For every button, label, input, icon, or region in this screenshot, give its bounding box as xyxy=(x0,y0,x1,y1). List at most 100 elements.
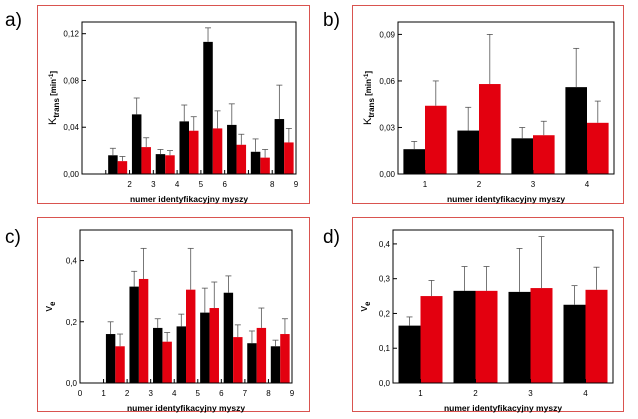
bar xyxy=(138,278,149,383)
bar xyxy=(425,105,447,174)
bar xyxy=(227,124,237,174)
y-axis-title: ve xyxy=(43,301,57,312)
bar xyxy=(200,312,210,383)
x-tick-label: 5 xyxy=(199,180,204,189)
bar xyxy=(153,327,163,383)
y-tick-label: 0,12 xyxy=(63,30,79,39)
bar xyxy=(108,155,118,174)
y-axis-title-close: ] xyxy=(364,71,373,74)
bar xyxy=(563,304,586,383)
y-tick-label: 0,06 xyxy=(379,77,395,86)
y-tick-label: 0,0 xyxy=(379,379,391,388)
bar xyxy=(115,346,125,383)
y-axis-title-main: K xyxy=(47,117,59,125)
y-axis-title-exponent: -1 xyxy=(364,73,370,79)
y-tick-label: 0,2 xyxy=(379,309,391,318)
x-tick-label: 4 xyxy=(175,180,180,189)
y-tick-label: 0,0 xyxy=(66,379,78,388)
x-tick-label: 2 xyxy=(125,389,130,398)
y-axis-title: Ktrans [min-1] xyxy=(47,71,61,125)
bar xyxy=(457,130,479,174)
y-tick-label: 0,09 xyxy=(379,30,395,39)
bar xyxy=(280,334,290,383)
y-axis-title-main: v xyxy=(358,305,370,311)
x-tick-label: 6 xyxy=(219,389,224,398)
x-tick-label: 2 xyxy=(127,180,132,189)
y-axis-title-subscript: e xyxy=(363,301,372,306)
x-axis-title: numer identyfikacyjny myszy xyxy=(130,194,248,204)
x-tick-label: 4 xyxy=(172,389,177,398)
x-tick-label: 1 xyxy=(423,180,428,189)
bar xyxy=(403,149,425,174)
bar xyxy=(420,296,443,383)
plot-group: 0,00 0,04 0,08 0,12 2 3 4 5 6 8 9 numer identyfikac… xyxy=(47,21,299,204)
bar xyxy=(250,151,261,174)
y-tick-label: 0,03 xyxy=(379,123,395,132)
bar xyxy=(508,291,531,383)
y-axis-title-close: ] xyxy=(49,71,58,74)
chart-panel-b: 0,00 0,03 0,06 0,09 1 2 3 4 numer identyfikacyjn… xyxy=(352,5,624,204)
bar xyxy=(105,334,116,383)
panel-label-c: c) xyxy=(5,227,21,248)
bar xyxy=(233,337,243,383)
bar xyxy=(155,154,166,174)
bar xyxy=(533,135,555,174)
bar xyxy=(223,292,234,383)
bar xyxy=(165,155,175,174)
bar xyxy=(209,308,219,383)
x-tick-label: 8 xyxy=(266,389,271,398)
y-tick-label: 0,2 xyxy=(66,318,78,327)
bar xyxy=(585,289,608,383)
x-tick-label: 4 xyxy=(585,180,590,189)
chart-d: 0,0 0,1 0,2 0,3 0,4 1 2 3 4 numer identyfikacyjny… xyxy=(358,229,614,413)
y-tick-label: 0,4 xyxy=(379,240,391,249)
bar xyxy=(247,343,257,383)
plot-group: 0,00 0,03 0,06 0,09 1 2 3 4 numer identyfikacyjn… xyxy=(362,21,615,204)
bar xyxy=(236,144,247,174)
bar xyxy=(270,346,281,383)
bar xyxy=(212,128,223,174)
bar xyxy=(162,341,172,383)
y-axis-title-subscript: e xyxy=(48,301,57,306)
plot-group: 0,0 0,2 0,4 0 1 2 3 4 5 6 7 8 9 numer identyfikacyjny… xyxy=(43,229,295,413)
x-axis-title: numer identyfikacyjny myszy xyxy=(444,403,562,413)
chart-c: 0,0 0,2 0,4 0 1 2 3 4 5 6 7 8 9 numer identyfikacyjny… xyxy=(43,229,295,413)
y-axis-title-main: K xyxy=(362,117,374,125)
y-tick-label: 0,3 xyxy=(379,275,391,284)
bar xyxy=(479,84,501,174)
bar xyxy=(176,326,186,383)
x-tick-label: 8 xyxy=(270,180,275,189)
x-tick-label: 4 xyxy=(583,389,588,398)
bar xyxy=(189,130,199,174)
x-tick-label: 9 xyxy=(294,180,299,189)
y-tick-label: 0,04 xyxy=(63,123,79,132)
panel-label-d: d) xyxy=(323,227,340,248)
y-axis-title-unit: [min xyxy=(364,79,373,98)
x-tick-label: 1 xyxy=(101,389,106,398)
chart-b: 0,00 0,03 0,06 0,09 1 2 3 4 numer identyfikacyjn… xyxy=(362,21,615,204)
plot-frame xyxy=(397,21,615,175)
plot-frame xyxy=(79,229,293,384)
plot-frame xyxy=(392,229,614,384)
panel-label-b: b) xyxy=(323,10,340,31)
y-tick-label: 0,1 xyxy=(379,344,391,353)
y-tick-label: 0,00 xyxy=(63,170,79,179)
x-tick-label: 2 xyxy=(477,180,482,189)
x-tick-label: 3 xyxy=(528,389,533,398)
x-tick-label: 2 xyxy=(473,389,478,398)
panel-label-a: a) xyxy=(5,10,22,31)
bar xyxy=(587,122,609,174)
chart-a: 0,00 0,04 0,08 0,12 2 3 4 5 6 8 9 numer identyfikac… xyxy=(47,21,299,204)
bar xyxy=(260,157,270,174)
bar xyxy=(256,327,267,383)
x-tick-label: 3 xyxy=(531,180,536,189)
bar xyxy=(186,289,196,383)
chart-panel-a: 0,00 0,04 0,08 0,12 2 3 4 5 6 8 9 numer identyfikac… xyxy=(37,5,310,204)
x-tick-label: 1 xyxy=(418,389,423,398)
x-tick-label: 3 xyxy=(151,180,156,189)
x-tick-label: 5 xyxy=(196,389,201,398)
x-axis-title: numer identyfikacyjny myszy xyxy=(447,194,565,204)
y-axis-title-unit: [min xyxy=(49,79,58,98)
bar xyxy=(129,286,139,383)
bar xyxy=(398,325,421,383)
